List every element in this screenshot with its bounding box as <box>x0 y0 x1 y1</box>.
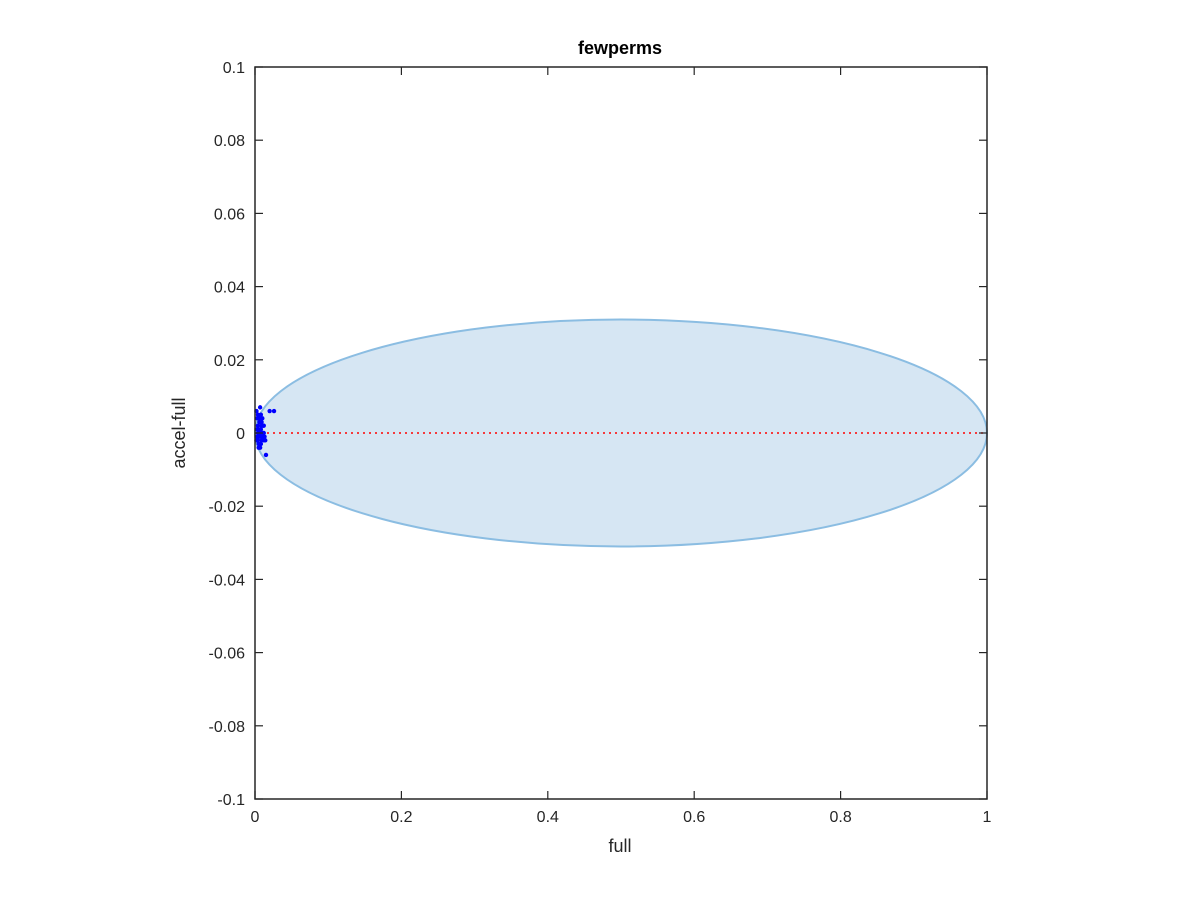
x-tick-label: 0.4 <box>537 809 559 826</box>
y-tick-label: 0.04 <box>214 280 245 297</box>
x-tick-label: 1 <box>983 809 992 826</box>
x-tick-label: 0.6 <box>683 809 705 826</box>
x-axis-ticks: 0 0.2 0.4 0.6 0.8 1 <box>251 67 992 826</box>
plot-area: 0 0.2 0.4 0.6 0.8 1 0.1 0.08 0.06 0.04 0.02 0 -0.02… <box>209 60 992 826</box>
chart-title: fewperms <box>578 38 662 58</box>
y-tick-label: 0.08 <box>214 133 245 150</box>
data-point <box>263 452 269 458</box>
data-point <box>258 441 264 447</box>
x-tick-label: 0.2 <box>390 809 412 826</box>
data-point <box>255 412 261 417</box>
data-point <box>256 445 261 450</box>
data-point <box>260 423 266 428</box>
data-point <box>254 427 260 432</box>
y-tick-label: -0.08 <box>209 719 246 736</box>
data-point <box>255 423 261 428</box>
data-point <box>267 408 272 414</box>
y-tick-label: -0.02 <box>209 499 246 516</box>
x-tick-label: 0 <box>251 809 260 826</box>
y-tick-label: -0.1 <box>217 792 245 809</box>
y-tick-label: 0 <box>236 426 245 443</box>
y-tick-label: 0.02 <box>214 353 245 370</box>
data-point <box>260 434 265 439</box>
y-tick-label: 0.06 <box>214 206 245 223</box>
y-tick-label: 0.1 <box>223 60 245 77</box>
data-point <box>271 408 277 414</box>
y-axis-ticks: 0.1 0.08 0.06 0.04 0.02 0 -0.02 -0.04 -0.06 -0.08… <box>209 60 987 809</box>
x-tick-label: 0.8 <box>829 809 851 826</box>
scatter-points <box>254 405 277 458</box>
y-axis-label: accel-full <box>169 397 189 468</box>
y-tick-label: -0.04 <box>209 572 246 589</box>
data-point <box>257 405 263 410</box>
data-point <box>258 427 264 432</box>
data-point <box>261 430 266 436</box>
data-point <box>259 419 264 425</box>
x-axis-label: full <box>608 836 631 856</box>
data-point <box>257 416 262 421</box>
y-tick-label: -0.06 <box>209 646 246 663</box>
data-point <box>261 438 266 443</box>
